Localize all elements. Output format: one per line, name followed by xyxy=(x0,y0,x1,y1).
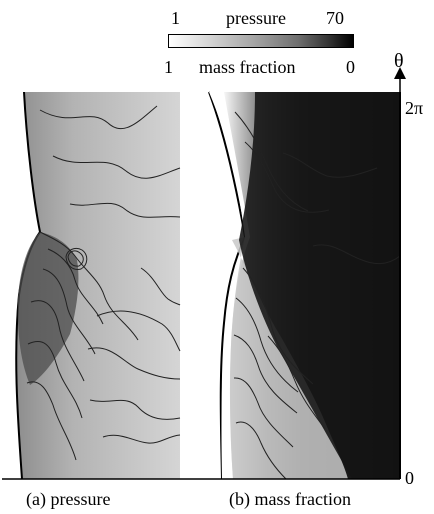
colorbar-bottom-min: 1 xyxy=(164,57,173,77)
pressure-contour xyxy=(30,300,85,382)
pressure-panel xyxy=(15,91,181,480)
mass-shock xyxy=(208,91,247,480)
colorbar-bottom-title: mass fraction xyxy=(199,57,296,77)
mass-contour xyxy=(282,152,378,178)
pressure-dark-region xyxy=(17,232,79,385)
mass-contour xyxy=(242,267,314,385)
pressure-base xyxy=(15,92,180,479)
pressure-contour xyxy=(102,434,181,444)
theta-top-tick: 2π xyxy=(405,98,424,118)
pressure-contour xyxy=(52,155,181,179)
colorbar-top-title: pressure xyxy=(226,8,286,28)
theta-label: θ xyxy=(394,50,404,72)
theta-bottom-tick: 0 xyxy=(405,468,414,488)
mass-contour xyxy=(244,141,330,213)
pressure-contour xyxy=(47,248,104,325)
mass-fraction-panel xyxy=(208,91,401,480)
caption-mass-fraction: (b) mass fraction xyxy=(229,489,351,509)
caption-pressure: (a) pressure xyxy=(26,489,111,509)
theta-arrow xyxy=(394,67,406,79)
colorbar-top-max: 70 xyxy=(326,8,344,28)
pressure-contour xyxy=(87,347,181,380)
pressure-contour xyxy=(39,105,158,130)
pressure-contour xyxy=(89,399,181,420)
mass-contour xyxy=(235,421,287,480)
mass-contour xyxy=(233,334,298,414)
pressure-contour xyxy=(26,381,77,461)
mass-white-band xyxy=(209,92,250,479)
mass-contour xyxy=(312,244,401,265)
pressure-contour xyxy=(67,250,84,267)
axes xyxy=(2,67,406,480)
colorbar-top-min: 1 xyxy=(171,8,180,28)
pressure-contour xyxy=(39,231,139,341)
pressure-contour xyxy=(65,247,88,270)
pressure-contour xyxy=(69,202,181,218)
pressure-contour xyxy=(96,310,181,352)
mass-contour xyxy=(267,335,326,430)
pressure-contour xyxy=(27,340,83,419)
pressure-contour xyxy=(140,267,181,306)
mass-contour xyxy=(233,377,294,448)
colorbar xyxy=(168,34,354,48)
mass-dark-diagonal xyxy=(239,92,400,479)
pressure-contour xyxy=(42,268,96,355)
mass-contour xyxy=(234,111,309,212)
colorbar-bottom-max: 0 xyxy=(346,57,355,77)
mass-contour xyxy=(235,297,299,393)
figure xyxy=(2,67,406,480)
